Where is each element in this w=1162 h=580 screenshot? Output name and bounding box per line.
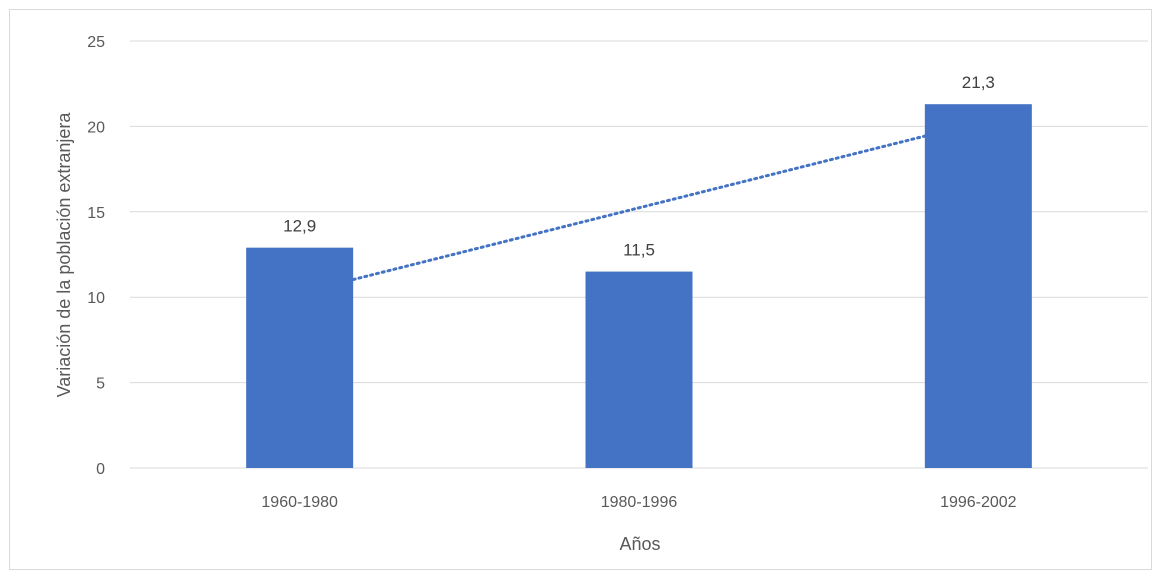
- trendline: [351, 134, 927, 282]
- x-axis-ticks: 1960-1980 1980-1996 1996-2002: [261, 494, 1016, 511]
- x-tick-label: 1980-1996: [601, 494, 678, 511]
- y-tick-label: 0: [96, 461, 105, 478]
- bar: [924, 104, 1032, 469]
- y-tick-label: 25: [87, 34, 105, 51]
- y-tick-label: 10: [87, 290, 105, 307]
- bar: [585, 271, 693, 468]
- y-tick-label: 5: [96, 376, 105, 393]
- bars: [246, 104, 1032, 469]
- x-tick-label: 1960-1980: [261, 494, 338, 511]
- y-tick-label: 20: [87, 119, 105, 136]
- x-tick-label: 1996-2002: [940, 494, 1017, 511]
- bar: [246, 247, 354, 468]
- y-tick-label: 15: [87, 205, 105, 222]
- y-axis-ticks: 0 5 10 15 20 25: [87, 34, 105, 478]
- data-label: 21,3: [962, 73, 995, 92]
- data-label: 12,9: [283, 217, 316, 236]
- x-axis-title: Años: [619, 534, 660, 554]
- data-label: 11,5: [623, 241, 655, 260]
- data-labels: 12,9 11,5 21,3: [283, 73, 995, 259]
- y-axis-title: Variación de la población extranjera: [54, 112, 74, 398]
- trendline-path: [351, 134, 927, 282]
